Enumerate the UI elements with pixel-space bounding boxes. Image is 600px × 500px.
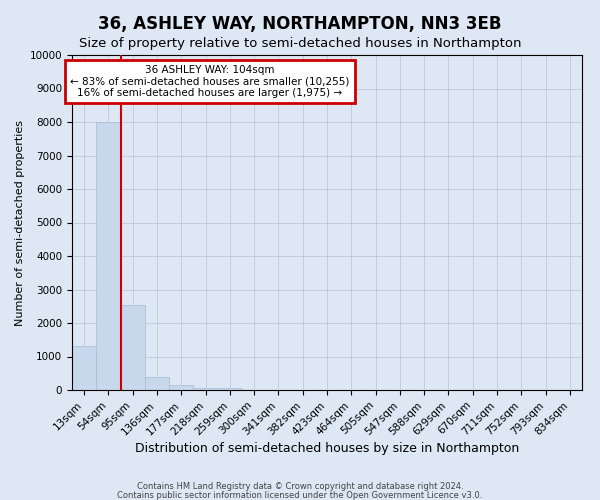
Bar (145, 376, 169, 390)
Bar (72, 346, 96, 390)
Text: 36, ASHLEY WAY, NORTHAMPTON, NN3 3EB: 36, ASHLEY WAY, NORTHAMPTON, NN3 3EB (98, 15, 502, 33)
Bar (169, 385, 193, 390)
Text: Size of property relative to semi-detached houses in Northampton: Size of property relative to semi-detach… (79, 38, 521, 51)
Text: Contains public sector information licensed under the Open Government Licence v3: Contains public sector information licen… (118, 490, 482, 500)
Bar (218, 388, 242, 390)
Text: 36 ASHLEY WAY: 104sqm
← 83% of semi-detached houses are smaller (10,255)
16% of : 36 ASHLEY WAY: 104sqm ← 83% of semi-deta… (70, 65, 349, 98)
Bar (96, 122, 121, 390)
Y-axis label: Number of semi-detached properties: Number of semi-detached properties (16, 120, 25, 326)
Bar (193, 388, 218, 390)
Text: Contains HM Land Registry data © Crown copyright and database right 2024.: Contains HM Land Registry data © Crown c… (137, 482, 463, 491)
X-axis label: Distribution of semi-detached houses by size in Northampton: Distribution of semi-detached houses by … (135, 442, 519, 455)
Bar (121, 304, 145, 390)
